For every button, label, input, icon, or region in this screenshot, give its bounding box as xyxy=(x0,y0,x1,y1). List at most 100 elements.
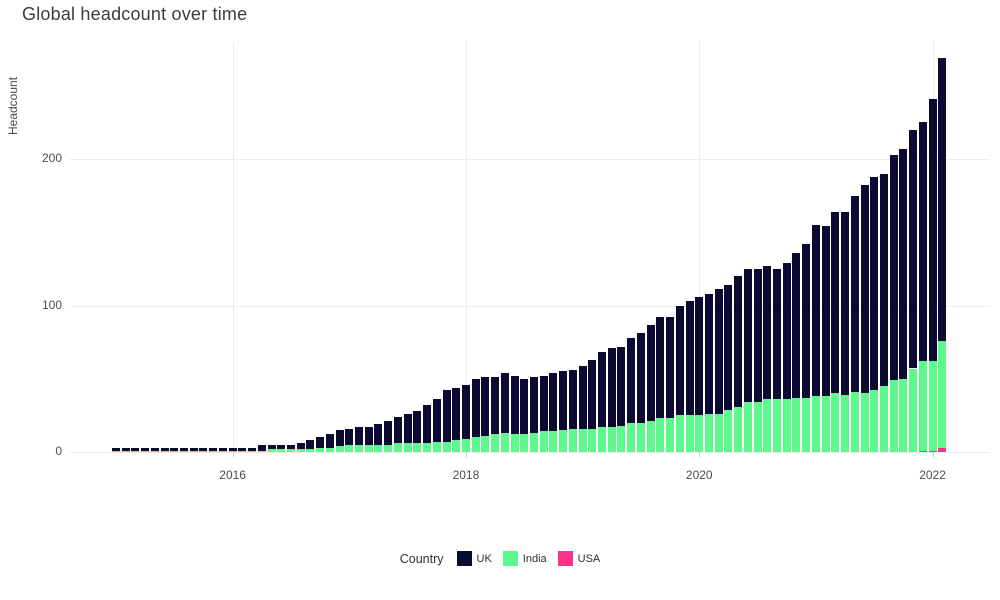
bar-segment-India xyxy=(306,449,315,452)
bar-segment-India xyxy=(743,402,752,452)
bar-segment-India xyxy=(218,450,227,452)
bar-segment-India xyxy=(510,434,519,452)
bar-segment-India xyxy=(763,399,772,452)
bar-segment-India xyxy=(257,450,266,452)
bar-segment-India xyxy=(753,402,762,452)
bar-segment-UK xyxy=(296,443,305,450)
bar-segment-India xyxy=(481,435,490,452)
bar-segment-UK xyxy=(452,387,461,441)
bar-segment-India xyxy=(384,444,393,452)
bar-segment-India xyxy=(189,450,198,452)
bar-segment-UK xyxy=(675,305,684,416)
bar-segment-UK xyxy=(423,405,432,444)
bar-segment-India xyxy=(656,418,665,452)
bar-segment-UK xyxy=(607,347,616,428)
bar-segment-India xyxy=(530,432,538,452)
y-axis-label: Headcount xyxy=(6,76,20,135)
bar-segment-India xyxy=(918,361,927,451)
bar-segment-India xyxy=(617,425,626,452)
bar-segment-India xyxy=(899,378,908,452)
bar-segment-India xyxy=(889,380,898,452)
bar-segment-UK xyxy=(811,224,820,397)
legend-item-India: India xyxy=(502,551,547,566)
bar-segment-UK xyxy=(627,337,636,423)
bar-segment-India xyxy=(909,368,918,452)
legend-key-USA xyxy=(557,551,573,566)
bar-segment-UK xyxy=(530,377,538,433)
bar-segment-UK xyxy=(218,447,227,451)
bar-segment-India xyxy=(549,431,558,452)
bar-segment-UK xyxy=(598,352,607,428)
bar-segment-India xyxy=(607,427,616,452)
y-tick-label: 100 xyxy=(41,297,62,312)
bar-segment-USA xyxy=(918,450,927,452)
legend-title: Country xyxy=(399,551,444,566)
bar-segment-India xyxy=(374,444,383,452)
bar-segment-UK xyxy=(112,447,120,451)
bar-segment-India xyxy=(248,450,257,452)
bar-segment-UK xyxy=(568,369,577,429)
bar-segment-UK xyxy=(918,122,927,362)
bar-segment-UK xyxy=(588,359,597,429)
bar-segment-UK xyxy=(306,440,315,450)
legend-key-UK xyxy=(456,551,472,566)
bar-segment-UK xyxy=(889,154,898,381)
gridline-y-100 xyxy=(70,305,990,307)
x-tick-mark xyxy=(932,452,934,458)
bar-segment-UK xyxy=(131,447,140,451)
bar-segment-India xyxy=(286,449,295,452)
bar-segment-UK xyxy=(539,375,548,432)
bar-segment-UK xyxy=(704,293,713,414)
bar-segment-UK xyxy=(364,427,373,445)
bar-segment-UK xyxy=(617,346,626,426)
bar-segment-India xyxy=(160,450,169,452)
bar-segment-UK xyxy=(355,427,364,445)
gridline-y-0 xyxy=(70,452,990,453)
bar-segment-UK xyxy=(335,430,344,447)
bar-segment-India xyxy=(850,391,859,452)
bar-segment-UK xyxy=(150,447,159,451)
bar-segment-India xyxy=(199,450,208,452)
bar-segment-UK xyxy=(695,296,704,416)
y-tick-label: 0 xyxy=(55,444,62,458)
bar-segment-UK xyxy=(413,410,422,444)
bar-segment-UK xyxy=(248,447,257,451)
bar-segment-UK xyxy=(257,444,266,451)
legend-label-India: India xyxy=(522,552,547,565)
bar-segment-India xyxy=(345,444,354,452)
bar-segment-UK xyxy=(228,447,237,451)
chart-title: Global headcount over time xyxy=(22,4,248,24)
x-tick-mark xyxy=(699,452,701,458)
x-tick-mark xyxy=(465,452,467,458)
bar-segment-India xyxy=(675,415,684,452)
y-tick-label: 200 xyxy=(41,151,62,165)
legend-label-UK: UK xyxy=(476,552,492,565)
bar-segment-UK xyxy=(277,444,286,450)
bar-segment-UK xyxy=(393,416,402,444)
bar-segment-India xyxy=(792,397,801,452)
bar-segment-India xyxy=(325,447,334,452)
bar-segment-India xyxy=(432,441,441,452)
bar-segment-UK xyxy=(500,372,509,433)
bar-segment-India xyxy=(773,399,782,452)
bar-segment-India xyxy=(500,432,509,452)
bar-segment-India xyxy=(491,434,500,452)
x-tick-mark xyxy=(232,452,234,458)
bar-segment-India xyxy=(578,428,587,452)
bar-segment-UK xyxy=(491,377,500,435)
gridline-x-2016 xyxy=(232,42,234,452)
bar-segment-UK xyxy=(753,268,762,403)
bar-segment-UK xyxy=(724,284,733,410)
bar-segment-UK xyxy=(316,437,325,448)
bar-segment-UK xyxy=(520,378,529,435)
bar-segment-UK xyxy=(938,57,947,341)
x-tick-label: 2018 xyxy=(452,468,480,482)
bar-segment-UK xyxy=(549,372,558,432)
bar-segment-UK xyxy=(909,129,918,369)
bar-segment-India xyxy=(520,434,529,452)
bar-segment-UK xyxy=(481,377,490,436)
bar-segment-India xyxy=(141,450,150,452)
bar-segment-UK xyxy=(141,447,150,451)
bar-segment-UK xyxy=(899,148,908,379)
